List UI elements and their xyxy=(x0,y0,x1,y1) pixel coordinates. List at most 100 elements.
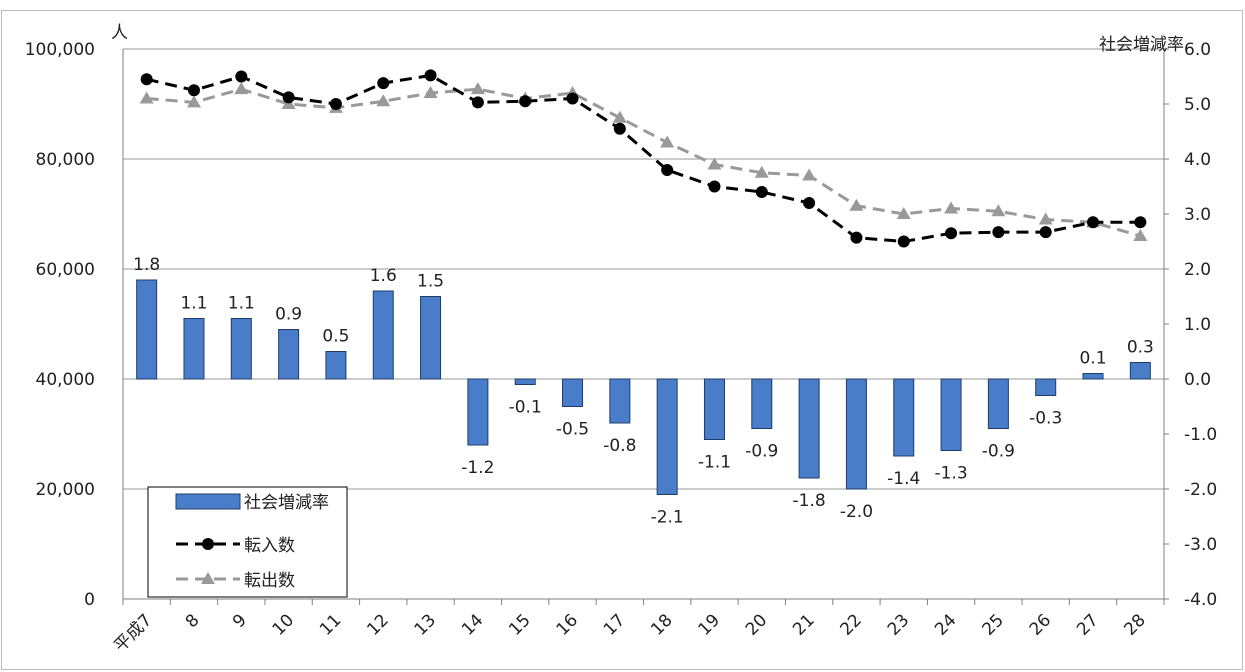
inflow-point xyxy=(187,84,200,97)
inflow-point xyxy=(992,226,1005,239)
legend-label: 転出数 xyxy=(244,571,295,591)
x-tick-label: 18 xyxy=(647,610,676,639)
outflow-point xyxy=(849,198,864,211)
bar xyxy=(893,378,915,457)
bar-data-label: 0.9 xyxy=(275,305,302,325)
bar xyxy=(609,378,631,424)
x-tick-label: 22 xyxy=(837,610,866,639)
outflow-point xyxy=(991,204,1006,217)
legend-label: 社会増減率 xyxy=(244,493,329,513)
left-tick-label: 60,000 xyxy=(36,260,95,280)
outflow-point xyxy=(612,110,627,123)
bar xyxy=(420,296,442,380)
outflow-point xyxy=(707,157,722,170)
right-tick-label: 5.0 xyxy=(1184,95,1211,115)
outflow-point xyxy=(1038,212,1053,225)
x-tick-label: 17 xyxy=(600,610,629,639)
outflow-line xyxy=(146,87,1141,238)
inflow-point xyxy=(424,69,437,82)
left-tick-label: 40,000 xyxy=(36,370,95,390)
bar-data-label: -0.8 xyxy=(603,436,636,456)
outflow-point xyxy=(376,94,391,107)
bar xyxy=(940,378,962,451)
x-tick-label: 21 xyxy=(789,610,818,639)
bar-data-label: -0.9 xyxy=(745,442,778,462)
inflow-point xyxy=(708,180,721,193)
bar xyxy=(1082,373,1104,380)
bar-data-label: 1.6 xyxy=(370,266,397,286)
right-tick-label: -4.0 xyxy=(1184,590,1217,610)
legend-label: 転入数 xyxy=(244,536,295,556)
x-tick-label: 平成7 xyxy=(110,610,156,656)
outflow-point xyxy=(423,86,438,98)
bar xyxy=(1035,378,1057,396)
inflow-point xyxy=(566,92,579,105)
x-tick-label: 14 xyxy=(458,610,487,639)
outflow-point xyxy=(1133,229,1148,241)
outflow-point xyxy=(944,201,959,214)
inflow-point xyxy=(282,91,295,104)
left-tick-label: 0 xyxy=(84,590,95,610)
bar-data-label: 1.8 xyxy=(133,255,160,275)
bar-data-label: 0.5 xyxy=(322,327,349,347)
bar-data-label: -1.2 xyxy=(461,458,494,478)
left-tick-label: 80,000 xyxy=(36,150,95,170)
inflow-point xyxy=(803,197,816,209)
bar-data-label: -1.8 xyxy=(793,491,826,511)
inflow-point xyxy=(613,122,626,135)
bar xyxy=(562,378,584,407)
x-tick-label: 10 xyxy=(269,610,298,639)
right-tick-label: 6.0 xyxy=(1184,40,1211,60)
legend-swatch-marker xyxy=(202,538,214,550)
bar xyxy=(845,378,867,490)
x-tick-label: 19 xyxy=(695,610,724,639)
bar-data-label: -1.4 xyxy=(887,469,920,489)
outflow-point xyxy=(234,82,249,95)
bar-data-label: -0.1 xyxy=(509,398,542,418)
legend-swatch-bar xyxy=(175,493,241,510)
x-tick-label: 11 xyxy=(316,610,345,639)
bar-data-label: -0.3 xyxy=(1029,409,1062,429)
left-axis-unit: 人 xyxy=(111,23,128,43)
x-tick-label: 16 xyxy=(553,610,582,639)
bar xyxy=(1129,362,1151,380)
right-tick-label: -2.0 xyxy=(1184,480,1217,500)
bar-data-label: 1.1 xyxy=(228,294,255,314)
bar-data-label: -2.1 xyxy=(651,508,684,528)
inflow-line xyxy=(146,73,1141,244)
bar xyxy=(325,351,347,380)
bar xyxy=(372,290,394,380)
right-axis-unit: 社会増減率 xyxy=(1099,35,1184,55)
outflow-point xyxy=(470,82,485,95)
bar xyxy=(798,378,820,479)
x-tick-label: 28 xyxy=(1120,610,1149,639)
x-tick-label: 8 xyxy=(182,610,204,632)
bar-data-label: 0.3 xyxy=(1127,338,1154,358)
bar-data-label: 0.1 xyxy=(1079,349,1106,369)
inflow-point xyxy=(1087,216,1100,229)
outflow-point xyxy=(896,207,911,219)
bar-data-label: -1.3 xyxy=(934,464,967,484)
bar xyxy=(514,378,536,385)
inflow-point xyxy=(140,73,153,86)
bar xyxy=(230,318,252,380)
x-tick-label: 15 xyxy=(505,610,534,639)
left-tick-label: 100,000 xyxy=(25,40,95,60)
inflow-point xyxy=(519,95,532,108)
right-tick-label: 1.0 xyxy=(1184,315,1211,335)
bar xyxy=(278,329,300,380)
bar-data-label: -0.5 xyxy=(556,420,589,440)
inflow-point xyxy=(850,231,863,244)
x-tick-label: 27 xyxy=(1073,610,1102,639)
x-tick-label: 9 xyxy=(229,610,251,632)
inflow-point xyxy=(1134,216,1147,229)
bar xyxy=(987,378,1009,429)
x-tick-label: 20 xyxy=(742,610,771,639)
right-tick-label: -3.0 xyxy=(1184,535,1217,555)
right-tick-label: 2.0 xyxy=(1184,260,1211,280)
right-tick-label: 4.0 xyxy=(1184,150,1211,170)
x-tick-label: 13 xyxy=(411,610,440,639)
